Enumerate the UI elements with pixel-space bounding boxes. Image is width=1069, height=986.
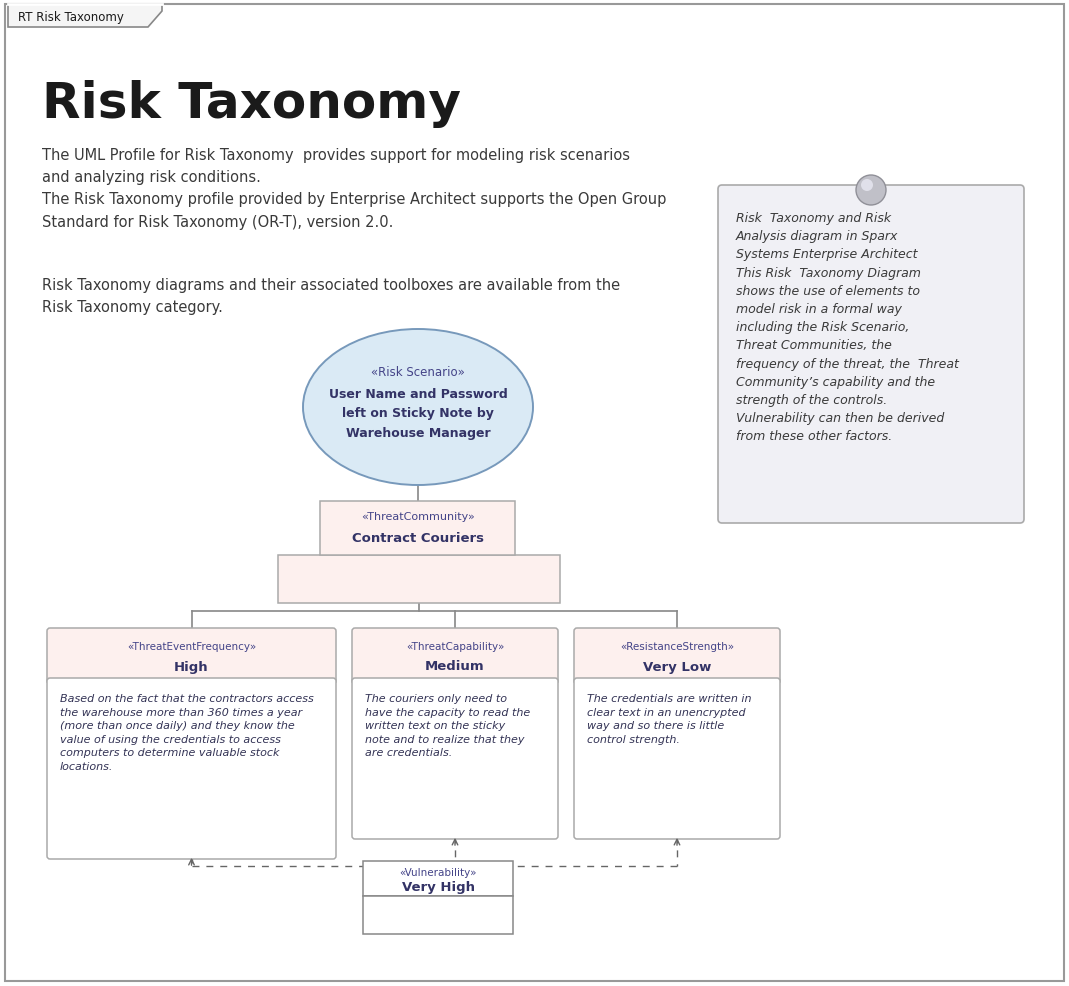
Text: Risk Taxonomy diagrams and their associated toolboxes are available from the
Ris: Risk Taxonomy diagrams and their associa… [42, 278, 620, 315]
Text: RT Risk Taxonomy: RT Risk Taxonomy [18, 12, 124, 25]
FancyBboxPatch shape [363, 861, 513, 896]
FancyBboxPatch shape [363, 896, 513, 934]
Text: «ThreatCapability»: «ThreatCapability» [406, 641, 505, 652]
Text: Very Low: Very Low [642, 660, 711, 672]
Text: Based on the fact that the contractors access
the warehouse more than 360 times : Based on the fact that the contractors a… [60, 693, 313, 771]
Text: «ThreatCommunity»: «ThreatCommunity» [360, 512, 475, 522]
FancyBboxPatch shape [320, 502, 515, 555]
Polygon shape [7, 5, 162, 28]
Text: «ThreatEventFrequency»: «ThreatEventFrequency» [127, 641, 257, 652]
Ellipse shape [303, 329, 533, 485]
Text: Warehouse Manager: Warehouse Manager [345, 427, 491, 440]
Text: Contract Couriers: Contract Couriers [352, 531, 483, 544]
FancyBboxPatch shape [574, 678, 780, 839]
Text: «Vulnerability»: «Vulnerability» [399, 867, 477, 878]
Circle shape [861, 179, 873, 192]
FancyBboxPatch shape [574, 628, 780, 684]
Text: High: High [174, 660, 208, 672]
Text: Very High: Very High [402, 880, 475, 892]
FancyBboxPatch shape [718, 185, 1024, 524]
FancyBboxPatch shape [278, 555, 560, 603]
Text: The UML Profile for Risk Taxonomy  provides support for modeling risk scenarios
: The UML Profile for Risk Taxonomy provid… [42, 148, 666, 230]
FancyBboxPatch shape [352, 678, 558, 839]
Text: «ResistanceStrength»: «ResistanceStrength» [620, 641, 734, 652]
FancyBboxPatch shape [47, 678, 336, 859]
Text: Risk Taxonomy: Risk Taxonomy [42, 80, 461, 128]
FancyBboxPatch shape [352, 628, 558, 684]
FancyBboxPatch shape [47, 628, 336, 684]
Text: The couriers only need to
have the capacity to read the
written text on the stic: The couriers only need to have the capac… [365, 693, 530, 757]
Text: The credentials are written in
clear text in an unencrypted
way and so there is : The credentials are written in clear tex… [587, 693, 752, 744]
Text: «Risk Scenario»: «Risk Scenario» [371, 365, 465, 378]
Text: Risk  Taxonomy and Risk
Analysis diagram in Sparx
Systems Enterprise Architect
T: Risk Taxonomy and Risk Analysis diagram … [735, 212, 959, 443]
Circle shape [856, 176, 886, 206]
Text: User Name and Password: User Name and Password [328, 387, 508, 400]
Text: Medium: Medium [425, 660, 485, 672]
Text: left on Sticky Note by: left on Sticky Note by [342, 407, 494, 420]
